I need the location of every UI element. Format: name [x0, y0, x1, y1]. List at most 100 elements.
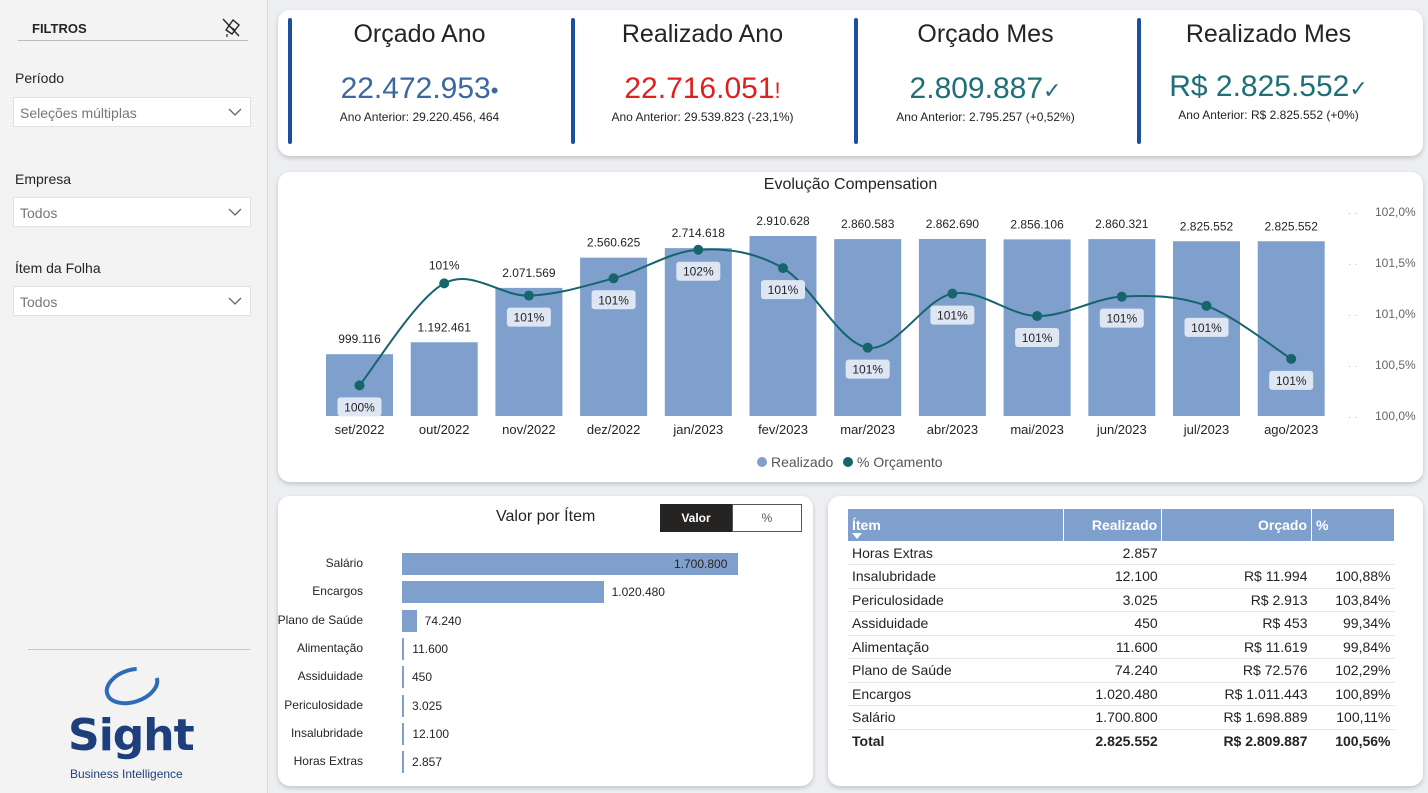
line-data-label: 100% — [344, 400, 375, 414]
table-row[interactable]: Insalubridade 12.100 R$ 11.994 100,88% — [848, 564, 1395, 589]
period-filter-label: Período — [15, 70, 65, 86]
bar-realizado — [1003, 239, 1071, 416]
item-bar-label: Assiduidade — [297, 669, 363, 684]
chart-title: Evolução Compensation — [763, 176, 938, 193]
evolution-chart: 100,0% · · 100,5% · · 101,0% · · 101,5% · · 102,… — [326, 205, 1416, 470]
item-bar — [402, 637, 405, 660]
item-bar — [402, 694, 404, 717]
table-total-row[interactable]: Total 2.825.552 R$ 2.809.887 100,56% — [848, 728, 1395, 753]
table-row[interactable]: Periculosidade 3.025 R$ 2.913 103,84% — [848, 588, 1395, 612]
item-bar-label: Insalubridade — [290, 725, 363, 740]
cell-orcado: R$ 2.913 — [1161, 588, 1312, 612]
toggle-valor-button[interactable]: Valor — [660, 504, 732, 532]
line-label-background — [506, 307, 551, 327]
filters-title: FILTROS — [32, 21, 87, 36]
cell-orcado: R$ 11.994 — [1161, 564, 1312, 589]
kpi-title: Realizado Ano — [621, 20, 784, 48]
line-data-label: 101% — [1191, 321, 1222, 335]
item-bar-row[interactable]: Horas Extras 2.857 — [278, 751, 813, 774]
cell-orcado: R$ 1.698.889 — [1161, 705, 1312, 730]
bar-data-label: 2.825.552 — [1180, 219, 1234, 233]
kpi-previous-year: Ano Anterior: R$ 2.825.552 (+0%) — [1178, 108, 1359, 122]
bar-data-label: 1.192.461 — [418, 320, 472, 334]
kpi-accent-bar — [1137, 18, 1141, 144]
cell-realizado: 2.825.552 — [1063, 728, 1162, 753]
line-label-background — [1184, 317, 1229, 337]
bar-realizado — [918, 238, 986, 416]
cell-realizado: 2.857 — [1063, 541, 1162, 565]
axis-dots: · · — [1348, 259, 1357, 270]
line-point — [1116, 291, 1127, 302]
line-label-background — [1269, 370, 1314, 390]
item-bar-label: Alimentação — [296, 640, 363, 655]
item-bar-label: Periculosidade — [284, 697, 363, 712]
cell-orcado: R$ 1.011.443 — [1161, 682, 1312, 706]
cell-percent: 103,84% — [1311, 588, 1395, 612]
kpi-previous-year: Ano Anterior: 29.220.456, 464 — [339, 110, 500, 124]
check-icon: ✓ — [1043, 78, 1062, 103]
line-data-label: 101% — [937, 309, 968, 323]
line-data-label: 101% — [1022, 331, 1053, 345]
table-row[interactable]: Horas Extras 2.857 — [848, 541, 1395, 565]
table-row[interactable]: Assiduidade 450 R$ 453 99,34% — [848, 611, 1395, 636]
column-header-item[interactable]: Ítem — [848, 509, 1065, 541]
item-bar — [402, 666, 404, 689]
line-data-label: 101% — [429, 258, 460, 272]
chevron-down-icon — [228, 208, 242, 216]
column-header-percent[interactable]: % — [1311, 509, 1395, 541]
item-bar-value: 3.025 — [412, 698, 443, 713]
cell-item: Alimentação — [848, 635, 1064, 659]
table-row[interactable]: Alimentação 11.600 R$ 11.619 99,84% — [848, 635, 1395, 659]
axis-dots: · · — [1348, 310, 1357, 321]
cell-percent: 100,11% — [1311, 705, 1395, 730]
item-bar — [402, 553, 738, 575]
cell-realizado: 3.025 — [1063, 588, 1162, 612]
cell-realizado: 11.600 — [1063, 635, 1162, 659]
item-bar-row[interactable]: Alimentação 11.600 — [278, 637, 813, 660]
line-point — [693, 244, 704, 255]
bar-data-label: 2.714.618 — [672, 226, 726, 240]
cell-realizado: 450 — [1063, 611, 1162, 636]
x-axis-tick-label: mar/2023 — [840, 422, 895, 437]
sight-logo: Sight Business Intelligence — [60, 662, 220, 784]
table-row[interactable]: Encargos 1.020.480 R$ 1.011.443 100,89% — [848, 682, 1395, 706]
value-by-item-panel: Valor por Ítem Valor % Salário 1.700.800 E… — [278, 496, 813, 786]
item-bar-row[interactable]: Plano de Saúde 74.240 — [278, 609, 813, 632]
period-filter-dropdown[interactable]: Seleções múltiplas — [13, 97, 251, 127]
line-point — [523, 290, 534, 301]
item-bar-row[interactable]: Assiduidade 450 — [278, 666, 813, 689]
line-point — [354, 380, 365, 391]
item-bar-row[interactable]: Periculosidade 3.025 — [278, 694, 813, 717]
right-axis-tick-label: 101,0% — [1375, 307, 1416, 321]
item-bar-row[interactable]: Salário 1.700.800 — [278, 553, 813, 575]
toggle-percent-button[interactable]: % — [732, 504, 802, 532]
column-header-orcado[interactable]: Orçado — [1161, 509, 1313, 541]
item-bar — [402, 751, 404, 774]
payroll-item-filter-dropdown[interactable]: Todos — [13, 286, 251, 316]
table-row[interactable]: Salário 1.700.800 R$ 1.698.889 100,11% — [848, 705, 1395, 730]
cell-percent: 100,88% — [1311, 564, 1395, 589]
filter-sidebar: FILTROS Período Seleções múltiplas Empre… — [0, 0, 268, 793]
column-header-realizado[interactable]: Realizado — [1063, 509, 1163, 541]
line-data-label: 101% — [768, 283, 799, 297]
item-bar-row[interactable]: Insalubridade 12.100 — [278, 722, 813, 745]
cell-item: Assiduidade — [848, 611, 1064, 636]
line-label-background — [591, 290, 636, 310]
line-point — [862, 342, 873, 353]
cell-item: Horas Extras — [848, 541, 1064, 565]
evolution-chart-panel: 100,0% · · 100,5% · · 101,0% · · 101,5% · · 102,… — [278, 172, 1423, 482]
table-row[interactable]: Plano de Saúde 74.240 R$ 72.576 102,29% — [848, 658, 1395, 683]
company-filter-dropdown[interactable]: Todos — [13, 197, 251, 227]
x-axis-tick-label: dez/2022 — [587, 422, 641, 437]
line-label-background — [761, 280, 805, 300]
item-bar-value: 11.600 — [412, 641, 449, 656]
line-data-label: 101% — [598, 293, 629, 307]
axis-dots: · · — [1348, 412, 1357, 423]
cell-realizado: 1.020.480 — [1063, 682, 1162, 706]
cell-orcado — [1161, 541, 1312, 565]
clear-filters-icon[interactable] — [220, 16, 242, 38]
right-axis-tick-label: 101,5% — [1375, 256, 1416, 270]
item-bar-row[interactable]: Encargos 1.020.480 — [278, 581, 813, 604]
x-axis-tick-label: abr/2023 — [927, 422, 978, 437]
item-table: Ítem Realizado Orçado % Horas Extras 2.85… — [848, 509, 1395, 753]
